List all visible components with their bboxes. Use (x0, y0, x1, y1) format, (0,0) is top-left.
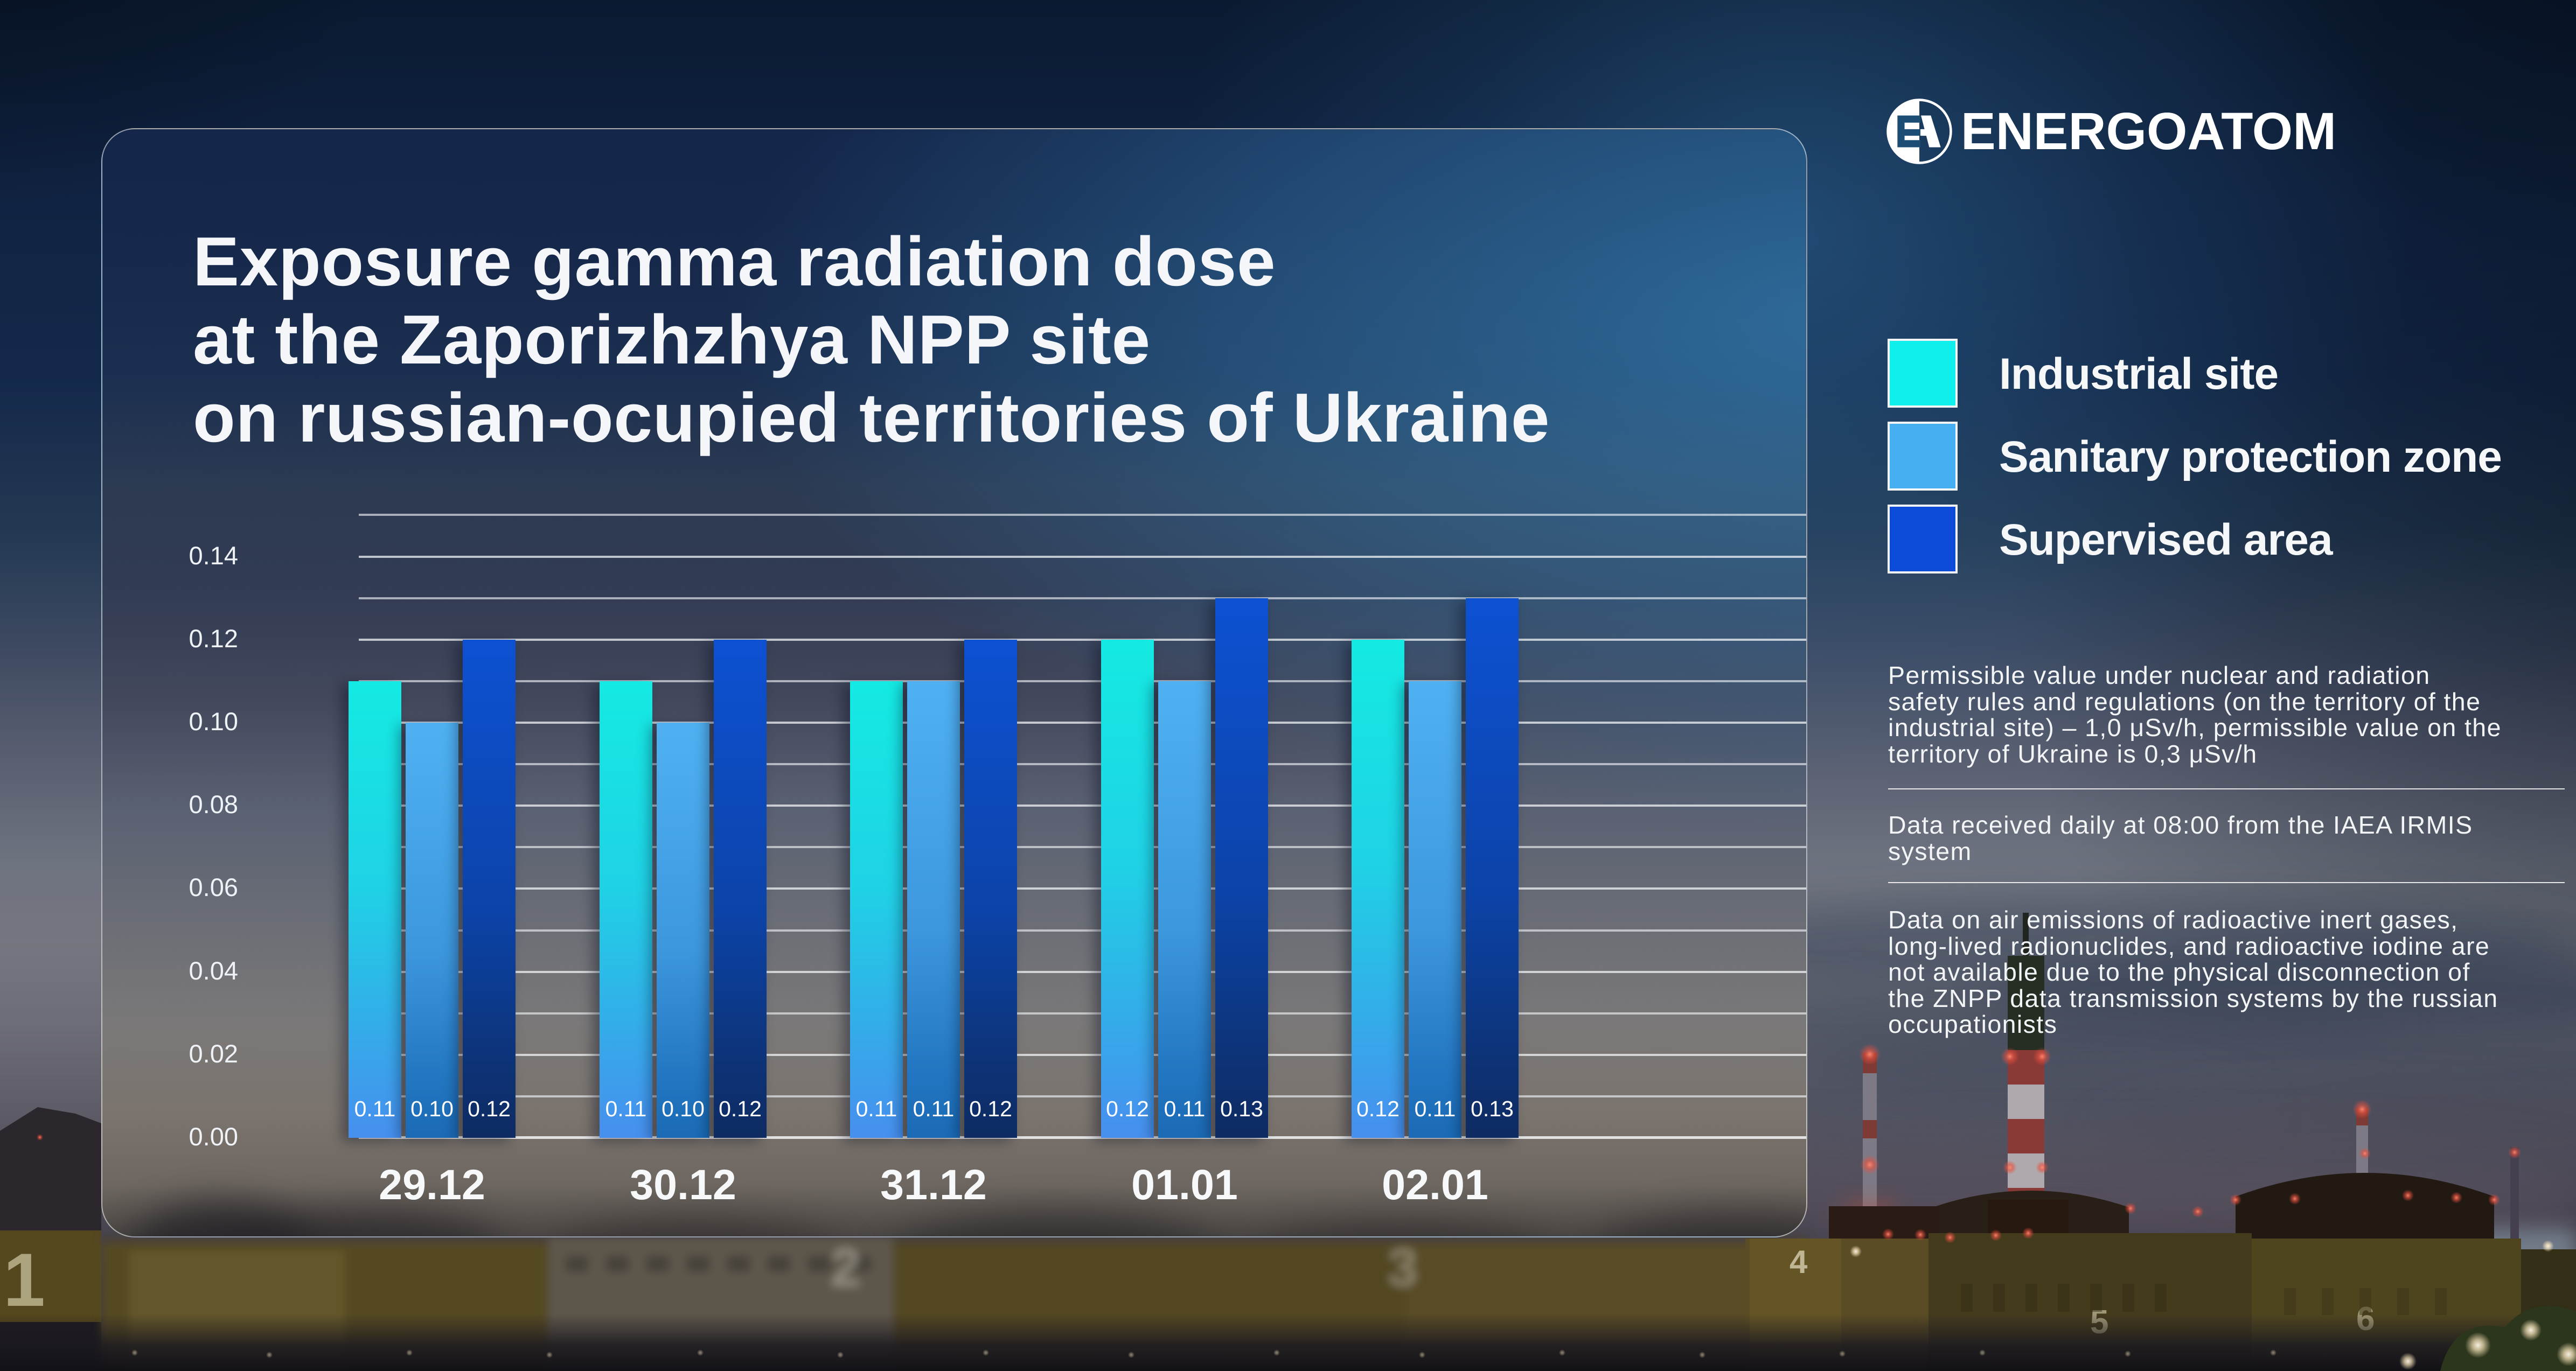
svg-text:4: 4 (1790, 1244, 1808, 1280)
svg-text:1: 1 (3, 1237, 45, 1322)
svg-text:3: 3 (1388, 1237, 1418, 1298)
svg-text:2: 2 (831, 1237, 861, 1298)
